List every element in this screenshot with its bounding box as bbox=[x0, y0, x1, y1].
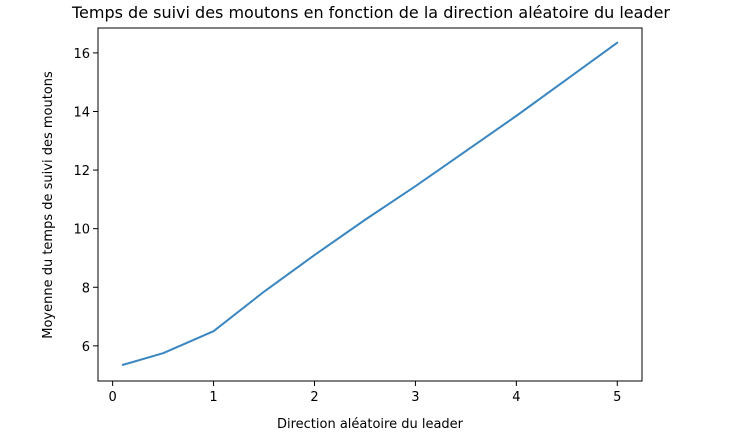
y-tick-label: 6 bbox=[82, 340, 90, 355]
y-tick-label: 14 bbox=[73, 105, 90, 120]
series-group bbox=[121, 41, 619, 366]
series-line bbox=[121, 41, 619, 366]
chart-title: Temps de suivi des moutons en fonction d… bbox=[71, 3, 670, 22]
y-axis: 6 8 10 12 14 16 bbox=[73, 47, 98, 355]
y-tick-label: 8 bbox=[82, 281, 90, 296]
x-tick-label: 1 bbox=[209, 390, 217, 405]
x-tick-label: 3 bbox=[411, 390, 419, 405]
x-axis-label: Direction aléatoire du leader bbox=[277, 417, 464, 432]
y-tick-label: 16 bbox=[73, 47, 90, 62]
y-tick-label: 10 bbox=[73, 223, 90, 238]
plot-area bbox=[97, 27, 643, 382]
y-axis-label: Moyenne du temps de suivi des moutons bbox=[41, 71, 56, 339]
x-tick-label: 4 bbox=[512, 390, 520, 405]
y-tick-label: 12 bbox=[73, 164, 90, 179]
x-tick-label: 2 bbox=[310, 390, 318, 405]
x-tick-label: 5 bbox=[613, 390, 621, 405]
x-axis: 0 1 2 3 4 5 bbox=[108, 381, 621, 405]
x-tick-label: 0 bbox=[108, 390, 116, 405]
